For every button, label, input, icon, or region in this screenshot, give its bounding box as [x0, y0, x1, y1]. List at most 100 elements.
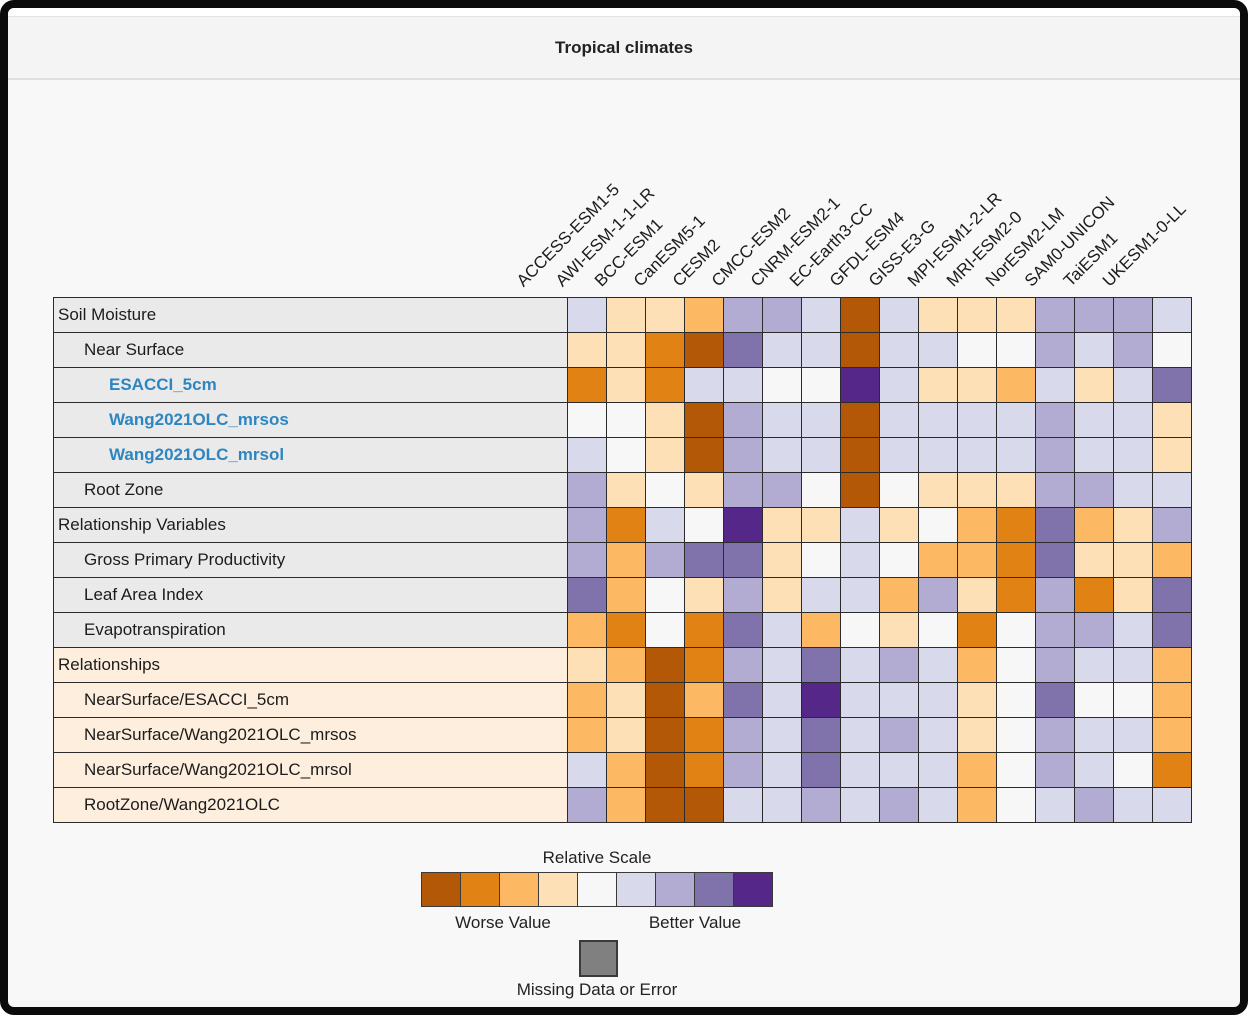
missing-data-swatch: [579, 940, 618, 977]
heatmap-cell-relationships-awi-esm-1-1-lr: [606, 647, 646, 683]
heatmap-cell-relationship-variables-sam0-unicon: [1074, 507, 1114, 543]
row-label-nearsurface-wang2021olc-mrsos: NearSurface/Wang2021OLC_mrsos: [53, 717, 568, 753]
heatmap-cell-wang2021olc-mrsol-gfdl-esm4: [879, 437, 919, 473]
table-row-gross-primary-productivity: Gross Primary Productivity: [53, 542, 1192, 578]
heatmap-cell-wang2021olc-mrsos-cesm2: [723, 402, 763, 438]
heatmap-cell-gross-primary-productivity-canesm5-1: [684, 542, 724, 578]
heatmap-cell-soil-moisture-ukesm1-0-ll: [1152, 297, 1192, 333]
heatmap-cell-leaf-area-index-taiesm1: [1113, 577, 1153, 613]
heatmap-cell-relationships-gfdl-esm4: [879, 647, 919, 683]
heatmap-cell-leaf-area-index-sam0-unicon: [1074, 577, 1114, 613]
heatmap-cell-nearsurface-wang2021olc-mrsol-cesm2: [723, 752, 763, 788]
heatmap-cell-nearsurface-wang2021olc-mrsol-ukesm1-0-ll: [1152, 752, 1192, 788]
heatmap-cell-esacci-5cm-sam0-unicon: [1074, 367, 1114, 403]
heatmap-cell-near-surface-gfdl-esm4: [879, 332, 919, 368]
color-scale-bar: [421, 872, 773, 907]
heatmap-cell-gross-primary-productivity-ukesm1-0-ll: [1152, 542, 1192, 578]
heatmap-cell-relationships-ec-earth3-cc: [840, 647, 880, 683]
heatmap-cell-esacci-5cm-access-esm1-5: [567, 367, 607, 403]
table-row-nearsurface-esacci-5cm: NearSurface/ESACCI_5cm: [53, 682, 1192, 718]
heatmap-cell-gross-primary-productivity-awi-esm-1-1-lr: [606, 542, 646, 578]
heatmap-cell-nearsurface-wang2021olc-mrsol-gfdl-esm4: [879, 752, 919, 788]
score-heatmap: Soil Moisture Near Surface ESACCI_5cm Wang2…: [53, 297, 1192, 823]
heatmap-cell-evapotranspiration-ec-earth3-cc: [840, 612, 880, 648]
dataset-link-esacci-5cm[interactable]: ESACCI_5cm: [53, 367, 568, 403]
heatmap-cell-relationship-variables-gfdl-esm4: [879, 507, 919, 543]
heatmap-cell-soil-moisture-sam0-unicon: [1074, 297, 1114, 333]
heatmap-cell-leaf-area-index-mpi-esm1-2-lr: [957, 577, 997, 613]
heatmap-cell-nearsurface-esacci-5cm-cmcc-esm2: [762, 682, 802, 718]
heatmap-cell-rootzone-wang2021olc-mri-esm2-0: [996, 787, 1036, 823]
heatmap-cell-wang2021olc-mrsos-noresm2-lm: [1035, 402, 1075, 438]
heatmap-cell-near-surface-access-esm1-5: [567, 332, 607, 368]
row-label-relationship-variables: Relationship Variables: [53, 507, 568, 543]
heatmap-cell-near-surface-bcc-esm1: [645, 332, 685, 368]
heatmap-cell-nearsurface-esacci-5cm-taiesm1: [1113, 682, 1153, 718]
heatmap-cell-root-zone-giss-e3-g: [918, 472, 958, 508]
heatmap-cell-relationships-sam0-unicon: [1074, 647, 1114, 683]
heatmap-cell-nearsurface-wang2021olc-mrsos-cmcc-esm2: [762, 717, 802, 753]
heatmap-cell-nearsurface-esacci-5cm-cnrm-esm2-1: [801, 682, 841, 718]
heatmap-cell-root-zone-noresm2-lm: [1035, 472, 1075, 508]
heatmap-cell-relationship-variables-noresm2-lm: [1035, 507, 1075, 543]
heatmap-cell-wang2021olc-mrsol-cesm2: [723, 437, 763, 473]
heatmap-cell-leaf-area-index-gfdl-esm4: [879, 577, 919, 613]
table-row-evapotranspiration: Evapotranspiration: [53, 612, 1192, 648]
heatmap-cell-rootzone-wang2021olc-sam0-unicon: [1074, 787, 1114, 823]
heatmap-cell-near-surface-ec-earth3-cc: [840, 332, 880, 368]
heatmap-cell-leaf-area-index-bcc-esm1: [645, 577, 685, 613]
heatmap-cell-relationship-variables-giss-e3-g: [918, 507, 958, 543]
heatmap-cell-gross-primary-productivity-access-esm1-5: [567, 542, 607, 578]
heatmap-cell-root-zone-cesm2: [723, 472, 763, 508]
row-label-soil-moisture: Soil Moisture: [53, 297, 568, 333]
heatmap-cell-soil-moisture-giss-e3-g: [918, 297, 958, 333]
heatmap-cell-relationships-cesm2: [723, 647, 763, 683]
heatmap-cell-root-zone-awi-esm-1-1-lr: [606, 472, 646, 508]
scale-swatch-3: [500, 873, 539, 906]
heatmap-cell-relationships-cmcc-esm2: [762, 647, 802, 683]
heatmap-cell-relationship-variables-mpi-esm1-2-lr: [957, 507, 997, 543]
heatmap-cell-esacci-5cm-bcc-esm1: [645, 367, 685, 403]
scale-swatch-1: [422, 873, 461, 906]
heatmap-cell-leaf-area-index-noresm2-lm: [1035, 577, 1075, 613]
heatmap-cell-near-surface-ukesm1-0-ll: [1152, 332, 1192, 368]
heatmap-cell-near-surface-canesm5-1: [684, 332, 724, 368]
heatmap-cell-nearsurface-esacci-5cm-canesm5-1: [684, 682, 724, 718]
heatmap-cell-leaf-area-index-mri-esm2-0: [996, 577, 1036, 613]
heatmap-cell-soil-moisture-canesm5-1: [684, 297, 724, 333]
heatmap-cell-leaf-area-index-ec-earth3-cc: [840, 577, 880, 613]
legend-title: Relative Scale: [542, 848, 652, 867]
heatmap-cell-evapotranspiration-canesm5-1: [684, 612, 724, 648]
heatmap-cell-nearsurface-wang2021olc-mrsol-canesm5-1: [684, 752, 724, 788]
heatmap-cell-nearsurface-wang2021olc-mrsol-mri-esm2-0: [996, 752, 1036, 788]
heatmap-cell-evapotranspiration-gfdl-esm4: [879, 612, 919, 648]
heatmap-cell-root-zone-bcc-esm1: [645, 472, 685, 508]
dataset-link-wang2021olc-mrsos[interactable]: Wang2021OLC_mrsos: [53, 402, 568, 438]
heatmap-cell-wang2021olc-mrsol-taiesm1: [1113, 437, 1153, 473]
heatmap-cell-esacci-5cm-noresm2-lm: [1035, 367, 1075, 403]
heatmap-cell-soil-moisture-awi-esm-1-1-lr: [606, 297, 646, 333]
heatmap-cell-wang2021olc-mrsol-noresm2-lm: [1035, 437, 1075, 473]
heatmap-cell-rootzone-wang2021olc-canesm5-1: [684, 787, 724, 823]
heatmap-cell-wang2021olc-mrsol-ec-earth3-cc: [840, 437, 880, 473]
heatmap-cell-nearsurface-wang2021olc-mrsos-bcc-esm1: [645, 717, 685, 753]
heatmap-cell-relationships-bcc-esm1: [645, 647, 685, 683]
heatmap-cell-root-zone-mri-esm2-0: [996, 472, 1036, 508]
top-strip: [8, 8, 1240, 16]
heatmap-cell-rootzone-wang2021olc-ukesm1-0-ll: [1152, 787, 1192, 823]
table-row-root-zone: Root Zone: [53, 472, 1192, 508]
heatmap-cell-gross-primary-productivity-sam0-unicon: [1074, 542, 1114, 578]
heatmap-cell-nearsurface-wang2021olc-mrsos-sam0-unicon: [1074, 717, 1114, 753]
heatmap-cell-evapotranspiration-mri-esm2-0: [996, 612, 1036, 648]
heatmap-cell-wang2021olc-mrsos-cmcc-esm2: [762, 402, 802, 438]
heatmap-cell-gross-primary-productivity-cmcc-esm2: [762, 542, 802, 578]
heatmap-cell-leaf-area-index-awi-esm-1-1-lr: [606, 577, 646, 613]
heatmap-cell-wang2021olc-mrsos-mri-esm2-0: [996, 402, 1036, 438]
heatmap-cell-wang2021olc-mrsol-cmcc-esm2: [762, 437, 802, 473]
heatmap-cell-relationships-mpi-esm1-2-lr: [957, 647, 997, 683]
heatmap-cell-nearsurface-wang2021olc-mrsos-gfdl-esm4: [879, 717, 919, 753]
dataset-link-wang2021olc-mrsol[interactable]: Wang2021OLC_mrsol: [53, 437, 568, 473]
heatmap-cell-evapotranspiration-cnrm-esm2-1: [801, 612, 841, 648]
heatmap-cell-nearsurface-wang2021olc-mrsos-canesm5-1: [684, 717, 724, 753]
heatmap-cell-relationships-giss-e3-g: [918, 647, 958, 683]
